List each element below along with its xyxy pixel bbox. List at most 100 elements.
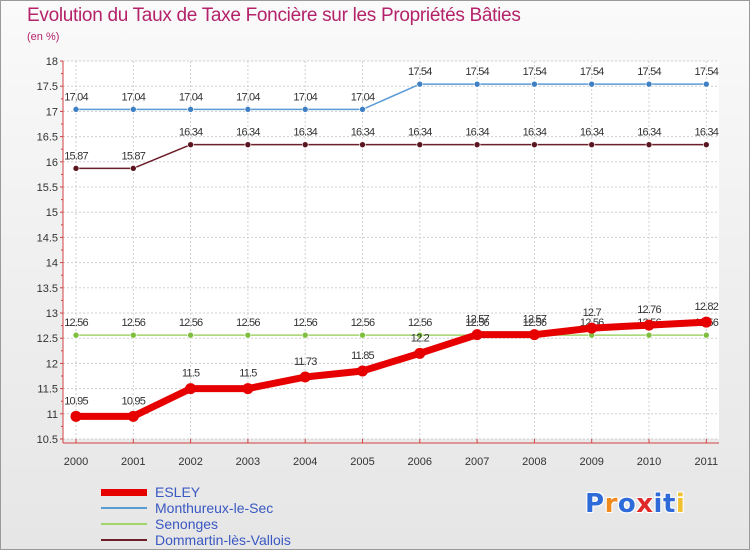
series-line-monthureux xyxy=(75,83,708,111)
data-label-senonges: 12.56 xyxy=(236,317,260,329)
data-point-monthureux xyxy=(702,80,710,88)
chart-title: Evolution du Taux de Taxe Foncière sur l… xyxy=(27,5,521,26)
logo-letter: P xyxy=(585,489,605,519)
data-point-dommartin xyxy=(473,141,481,148)
data-point-monthureux xyxy=(588,80,596,88)
data-label-dommartin: 16.34 xyxy=(695,127,719,139)
plot-area xyxy=(63,61,719,439)
data-label-monthureux: 17.54 xyxy=(408,66,432,78)
data-label-esley: 12.76 xyxy=(637,304,661,316)
data-point-esley xyxy=(357,365,368,377)
data-label-monthureux: 17.54 xyxy=(523,66,547,78)
data-point-esley xyxy=(242,383,254,395)
data-point-senonges xyxy=(244,331,252,339)
y-tick-label: 16.5 xyxy=(37,132,58,144)
data-label-senonges: 12.56 xyxy=(122,317,146,329)
proxiti-logo: Proxiti xyxy=(585,489,685,519)
data-label-esley: 12.57 xyxy=(523,314,547,326)
data-label-esley: 12.82 xyxy=(695,301,719,313)
data-point-esley xyxy=(127,410,139,422)
data-point-esley xyxy=(528,329,540,341)
data-point-esley xyxy=(471,329,483,341)
data-point-esley xyxy=(70,410,82,422)
data-point-monthureux xyxy=(244,106,252,113)
data-point-senonges xyxy=(359,331,366,339)
legend-label-senonges: Senonges xyxy=(155,516,219,532)
data-point-senonges xyxy=(187,331,194,339)
data-point-dommartin xyxy=(416,141,424,148)
legend-item-dommartin: Dommartin-lès-Vallois xyxy=(101,532,291,548)
x-tick-label: 2007 xyxy=(465,456,489,468)
data-point-senonges xyxy=(130,331,137,339)
legend-label-esley: ESLEY xyxy=(155,484,201,500)
y-tick-label: 10.5 xyxy=(37,434,58,446)
data-label-senonges: 12.56 xyxy=(293,317,317,329)
data-point-esley xyxy=(700,316,712,328)
data-label-dommartin: 16.34 xyxy=(580,127,604,139)
data-label-dommartin: 16.34 xyxy=(408,127,432,139)
x-tick-label: 2009 xyxy=(579,456,603,468)
data-point-esley xyxy=(299,371,311,383)
x-tick-label: 2011 xyxy=(694,456,718,468)
data-point-monthureux xyxy=(531,80,538,88)
data-point-monthureux xyxy=(359,106,366,113)
x-tick-label: 2003 xyxy=(236,456,260,468)
y-tick-label: 14 xyxy=(46,258,58,270)
data-point-monthureux xyxy=(416,80,424,88)
data-point-esley xyxy=(586,322,598,334)
data-label-esley: 11.5 xyxy=(182,368,200,380)
data-label-senonges: 12.56 xyxy=(179,317,203,329)
x-tick-label: 2010 xyxy=(637,456,661,468)
legend-swatch-esley xyxy=(101,488,147,496)
legend-item-monthureux: Monthureux-le-Sec xyxy=(101,500,291,516)
data-point-esley xyxy=(185,383,197,395)
x-tick-label: 2006 xyxy=(408,456,432,468)
unit-label: (en %) xyxy=(27,31,60,43)
data-label-monthureux: 17.04 xyxy=(64,91,88,103)
data-label-monthureux: 17.54 xyxy=(695,66,719,78)
data-label-senonges: 12.56 xyxy=(465,317,489,329)
data-point-senonges xyxy=(645,331,653,339)
y-tick-label: 13.5 xyxy=(37,283,58,295)
x-tick-label: 2004 xyxy=(293,456,317,468)
y-tick-label: 15 xyxy=(46,207,58,219)
data-label-esley: 12.57 xyxy=(465,314,489,326)
logo-letter: r xyxy=(604,489,618,519)
data-label-dommartin: 16.34 xyxy=(351,127,375,139)
data-point-dommartin xyxy=(645,141,653,148)
data-point-dommartin xyxy=(244,141,252,148)
data-label-senonges: 12.56 xyxy=(408,317,432,329)
data-label-monthureux: 17.54 xyxy=(580,66,604,78)
series-line-dommartin xyxy=(75,143,708,170)
data-label-monthureux: 17.04 xyxy=(236,91,260,103)
legend-swatch-senonges xyxy=(101,523,147,525)
y-tick-label: 18 xyxy=(46,56,58,68)
logo-letter: i xyxy=(675,489,686,519)
data-point-esley xyxy=(414,347,426,359)
data-point-monthureux xyxy=(301,106,309,113)
data-label-esley: 11.73 xyxy=(294,356,317,368)
series-line-esley xyxy=(72,318,710,420)
legend-swatch-monthureux xyxy=(101,507,147,509)
data-label-senonges: 12.56 xyxy=(523,317,547,329)
chart-legend: ESLEY Monthureux-le-Sec Senonges Dommartin-… xyxy=(101,484,291,548)
legend-item-senonges: Senonges xyxy=(101,516,291,532)
x-tick-label: 2000 xyxy=(64,456,88,468)
data-point-esley xyxy=(643,319,655,331)
data-point-dommartin xyxy=(702,141,710,148)
logo-letter: o xyxy=(617,489,637,519)
y-tick-label: 11 xyxy=(47,409,58,421)
logo-letter: i xyxy=(653,489,663,519)
data-label-dommartin: 16.34 xyxy=(293,127,317,139)
data-point-dommartin xyxy=(72,165,80,172)
data-label-esley: 11.85 xyxy=(351,350,374,362)
data-label-dommartin: 15.87 xyxy=(64,150,88,162)
data-label-esley: 11.5 xyxy=(239,368,257,380)
x-tick-label: 2005 xyxy=(350,456,374,468)
data-label-dommartin: 16.34 xyxy=(465,127,489,139)
data-label-senonges: 12.56 xyxy=(64,317,88,329)
data-point-monthureux xyxy=(473,80,481,88)
legend-label-dommartin: Dommartin-lès-Vallois xyxy=(155,532,291,548)
